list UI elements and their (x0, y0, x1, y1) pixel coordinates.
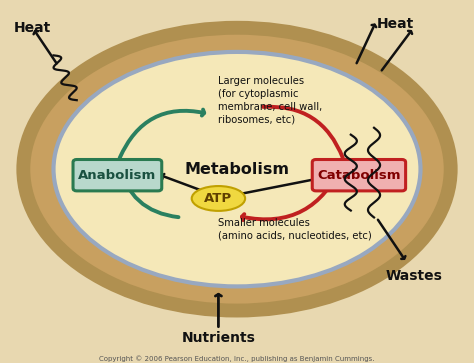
Text: Metabolism: Metabolism (184, 162, 290, 177)
Text: Wastes: Wastes (385, 269, 442, 283)
Text: Heat: Heat (376, 17, 413, 31)
Ellipse shape (23, 28, 451, 310)
Text: Nutrients: Nutrients (182, 331, 255, 345)
Text: Anabolism: Anabolism (78, 169, 156, 182)
Text: Heat: Heat (14, 21, 51, 35)
Text: Larger molecules
(for cytoplasmic
membrane, cell wall,
ribosomes, etc): Larger molecules (for cytoplasmic membra… (219, 76, 323, 125)
Text: Smaller molecules
(amino acids, nucleotides, etc): Smaller molecules (amino acids, nucleoti… (219, 218, 372, 241)
Text: Copyright © 2006 Pearson Education, Inc., publishing as Benjamin Cummings.: Copyright © 2006 Pearson Education, Inc.… (99, 355, 375, 362)
Ellipse shape (191, 186, 245, 211)
FancyBboxPatch shape (73, 159, 162, 191)
Text: Catabolism: Catabolism (317, 169, 401, 182)
FancyBboxPatch shape (312, 159, 406, 191)
Text: ATP: ATP (204, 192, 232, 205)
Ellipse shape (54, 52, 420, 286)
